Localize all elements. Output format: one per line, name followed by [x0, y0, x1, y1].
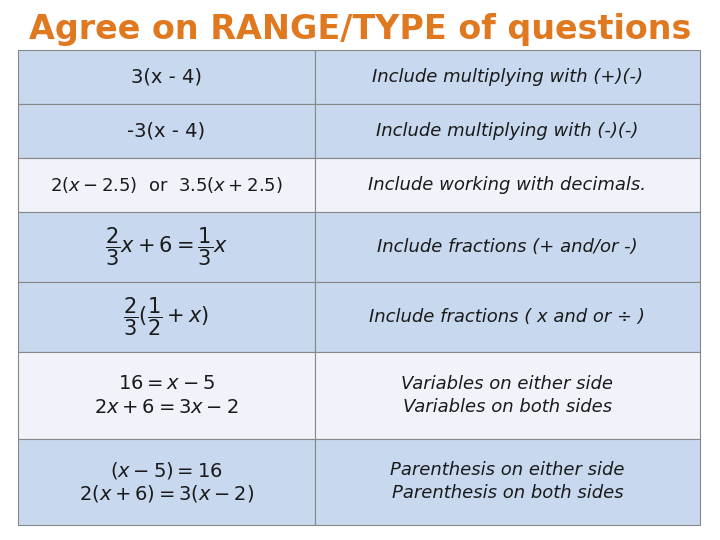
Bar: [315, 212, 700, 282]
Text: -3(x - 4): -3(x - 4): [127, 122, 205, 140]
Text: Variables on both sides: Variables on both sides: [402, 398, 612, 416]
Bar: [315, 282, 700, 352]
Text: $2x+6=3x-2$: $2x+6=3x-2$: [94, 397, 238, 417]
Text: 3(x - 4): 3(x - 4): [131, 68, 202, 86]
Bar: [18, 352, 315, 438]
Bar: [18, 50, 315, 104]
Text: Include multiplying with (+)(-): Include multiplying with (+)(-): [372, 68, 643, 86]
Text: $16 = x-5$: $16 = x-5$: [118, 374, 215, 393]
Bar: [315, 158, 700, 212]
Bar: [315, 50, 700, 104]
Bar: [18, 212, 315, 282]
Text: $\dfrac{2}{3}x + 6 = \dfrac{1}{3}x$: $\dfrac{2}{3}x + 6 = \dfrac{1}{3}x$: [104, 226, 228, 268]
Bar: [315, 438, 700, 525]
Text: Include working with decimals.: Include working with decimals.: [369, 176, 647, 194]
Text: $(x-5)=16$: $(x-5)=16$: [110, 460, 222, 481]
Text: $2(x-2.5)$  or  $3.5(x+2.5)$: $2(x-2.5)$ or $3.5(x+2.5)$: [50, 175, 283, 195]
Bar: [18, 282, 315, 352]
Text: Variables on either side: Variables on either side: [401, 375, 613, 393]
Bar: [18, 104, 315, 158]
Text: Parenthesis on both sides: Parenthesis on both sides: [392, 484, 623, 503]
Text: Include fractions (+ and/or -): Include fractions (+ and/or -): [377, 238, 638, 256]
Text: $2(x+6)=3(x-2)$: $2(x+6)=3(x-2)$: [78, 483, 254, 504]
Bar: [315, 352, 700, 438]
Text: Agree on RANGE/TYPE of questions: Agree on RANGE/TYPE of questions: [29, 14, 691, 46]
Text: Include multiplying with (-)(-): Include multiplying with (-)(-): [376, 122, 639, 140]
Bar: [18, 158, 315, 212]
Text: Parenthesis on either side: Parenthesis on either side: [390, 461, 624, 479]
Text: $\dfrac{2}{3}(\dfrac{1}{2}+x)$: $\dfrac{2}{3}(\dfrac{1}{2}+x)$: [123, 296, 210, 339]
Bar: [315, 104, 700, 158]
Bar: [18, 438, 315, 525]
Text: Include fractions ( x and or ÷ ): Include fractions ( x and or ÷ ): [369, 308, 645, 326]
